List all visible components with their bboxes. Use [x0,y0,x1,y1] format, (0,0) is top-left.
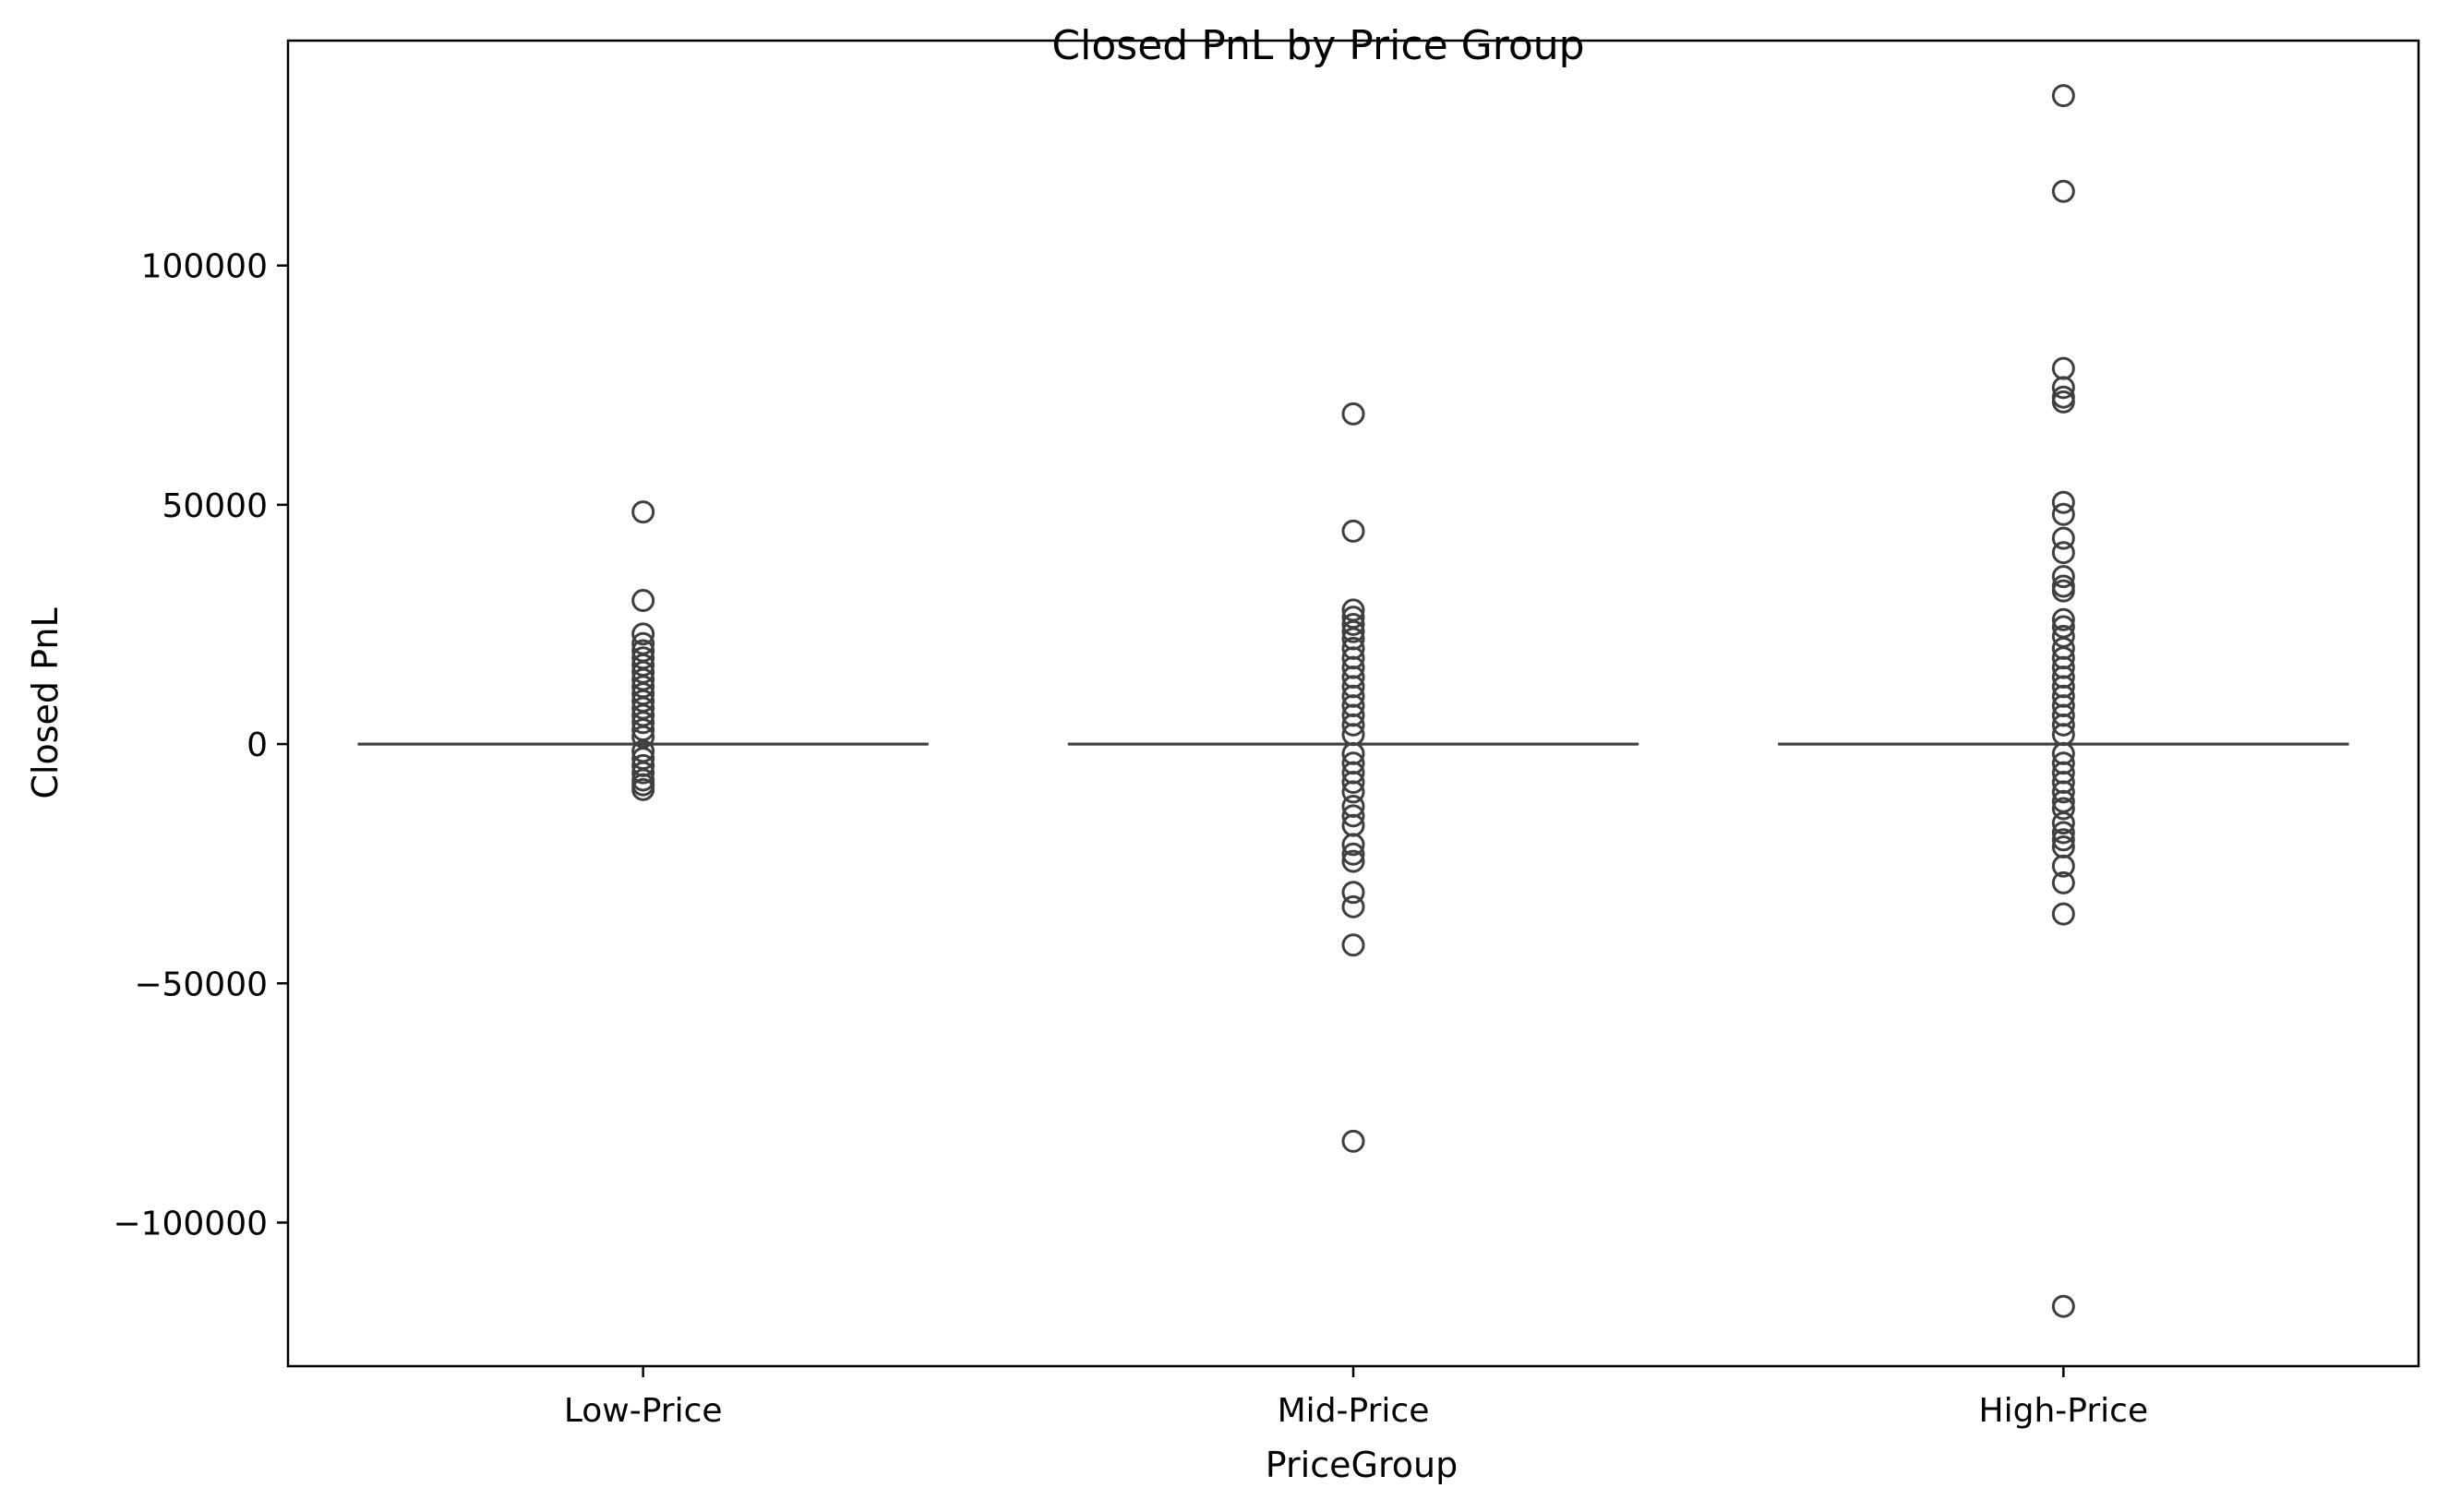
outlier-point [1341,894,1365,918]
y-tick-label: 0 [246,726,268,764]
y-tick-label: 100000 [141,248,268,286]
y-tick-label: −50000 [134,966,268,1003]
outlier-point [1341,933,1365,957]
outlier-point [631,711,655,735]
x-tick-label: Low-Price [564,1392,723,1430]
outlier-point [2051,811,2075,835]
y-axis-label: Closed PnL [25,607,66,798]
outlier-point [2051,179,2075,203]
y-axis: −100000 −50000 0 50000 100000 [113,248,288,1242]
outlier-point [1341,881,1365,905]
outlier-point [2051,902,2075,926]
outlier-point [2051,541,2075,565]
outlier-point [1341,619,1365,643]
outlier-point [631,761,655,785]
outlier-point [2051,797,2075,821]
outlier-point [1341,1129,1365,1153]
outlier-point [1341,833,1365,857]
outlier-point [2051,780,2075,804]
outlier-point [2051,854,2075,878]
chart-title: Closed PnL by Price Group [1051,22,1584,69]
outlier-point [1341,519,1365,543]
outlier-point [1341,849,1365,873]
outlier-point [2051,607,2075,631]
x-axis: Low-Price Mid-Price High-Price [564,1366,2148,1430]
x-axis-label: PriceGroup [1266,1445,1458,1485]
outlier-point [1341,612,1365,636]
outlier-point [2051,579,2075,603]
outlier-point [2051,390,2075,414]
x-tick-label: High-Price [1979,1392,2149,1430]
outlier-point [2051,828,2075,852]
outlier-point [1341,713,1365,737]
outlier-point [2051,490,2075,514]
outlier-point [1341,771,1365,795]
outlier-point [1341,780,1365,804]
outlier-point [2051,565,2075,589]
y-tick-label: −100000 [113,1205,268,1242]
outlier-point [2051,84,2075,108]
outlier-point [1341,804,1365,828]
x-tick-label: Mid-Price [1278,1392,1430,1430]
outlier-point [2051,376,2075,400]
outlier-point [631,622,655,646]
outlier-point [2051,502,2075,526]
outlier-point [2051,821,2075,845]
outlier-point [1341,842,1365,866]
outlier-point [2051,870,2075,894]
outlier-point [2051,1294,2075,1318]
outlier-point [1341,402,1365,426]
outlier-layer [631,84,2075,1318]
outlier-point [631,777,655,801]
outlier-point [2051,526,2075,550]
outlier-point [631,500,655,524]
y-tick-label: 50000 [162,487,268,525]
outlier-point [2051,713,2075,737]
outlier-point [631,589,655,613]
